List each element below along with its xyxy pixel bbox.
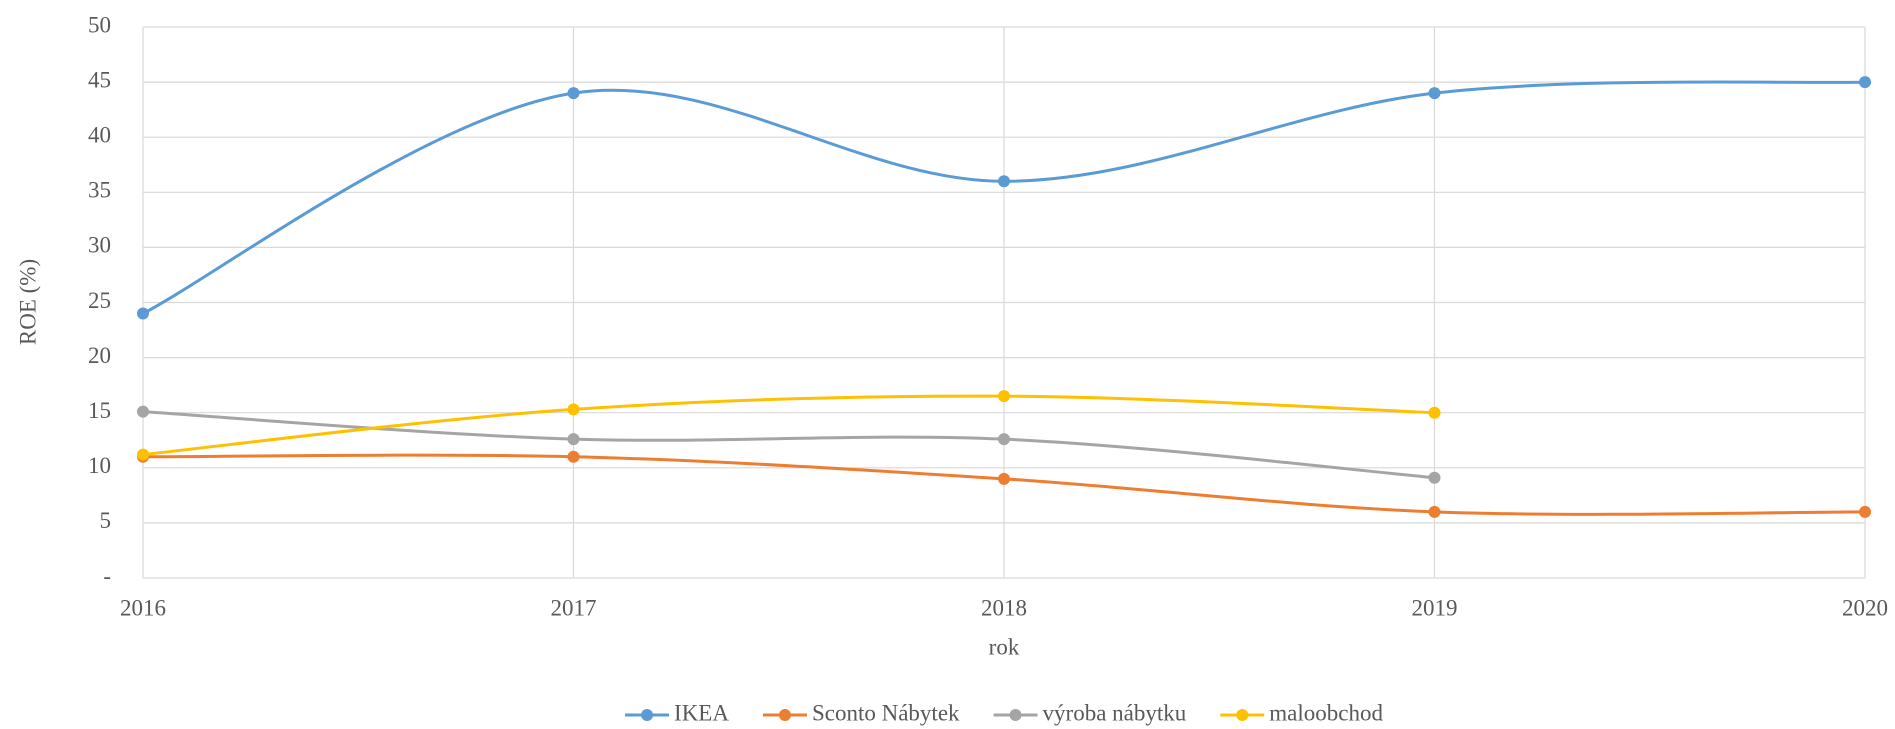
x-tick-label: 2016 — [120, 595, 166, 620]
legend-label: maloobchod — [1269, 700, 1383, 725]
y-tick-label: 40 — [88, 122, 111, 147]
data-point — [998, 390, 1010, 403]
legend-marker — [1009, 709, 1022, 721]
legend-marker — [778, 709, 791, 721]
data-point — [1859, 505, 1871, 518]
y-tick-label: - — [103, 563, 111, 588]
y-tick-label: 35 — [88, 178, 111, 203]
legend-item: Sconto Nábytek — [762, 700, 960, 725]
data-point — [567, 87, 580, 100]
y-axis-label: ROE (%) — [15, 259, 40, 345]
legend-marker — [641, 709, 654, 721]
data-point — [567, 450, 580, 463]
legend-item: výroba nábytku — [993, 700, 1187, 725]
y-tick-label: 50 — [88, 12, 111, 37]
y-tick-label: 5 — [100, 508, 112, 533]
data-point — [998, 472, 1010, 485]
x-axis-label: rok — [989, 634, 1020, 659]
legend-label: Sconto Nábytek — [812, 700, 960, 725]
data-point — [137, 307, 149, 320]
series-line — [142, 394, 1435, 457]
data-point — [1428, 87, 1441, 100]
legend: IKEA Sconto Nábytek výroba nábytku maloobch… — [625, 700, 1383, 725]
x-tick-label: 2019 — [1412, 595, 1458, 620]
data-point — [137, 448, 149, 461]
x-tick-label: 2017 — [551, 595, 597, 620]
data-point — [567, 433, 580, 446]
y-tick-label: 10 — [88, 453, 111, 478]
y-tick-label: 30 — [88, 233, 111, 258]
y-tick-label: 20 — [88, 343, 111, 368]
data-point — [1428, 471, 1441, 484]
data-point — [998, 433, 1010, 446]
y-tick-label: 25 — [88, 288, 111, 313]
data-point — [1428, 406, 1441, 419]
legend-item: IKEA — [625, 700, 729, 725]
data-point — [137, 405, 149, 418]
legend-marker — [1236, 709, 1249, 721]
legend-item: maloobchod — [1220, 700, 1383, 725]
legend-label: výroba nábytku — [1043, 700, 1187, 725]
data-point — [567, 403, 580, 416]
series-line — [142, 410, 1435, 480]
data-point — [1859, 76, 1871, 89]
data-point — [1428, 505, 1441, 518]
data-point — [998, 175, 1010, 188]
x-tick-label: 2018 — [981, 595, 1027, 620]
legend-label: IKEA — [674, 700, 729, 725]
y-tick-label: 15 — [88, 398, 111, 423]
y-tick-label: 45 — [88, 67, 111, 92]
x-tick-label: 2020 — [1842, 595, 1888, 620]
